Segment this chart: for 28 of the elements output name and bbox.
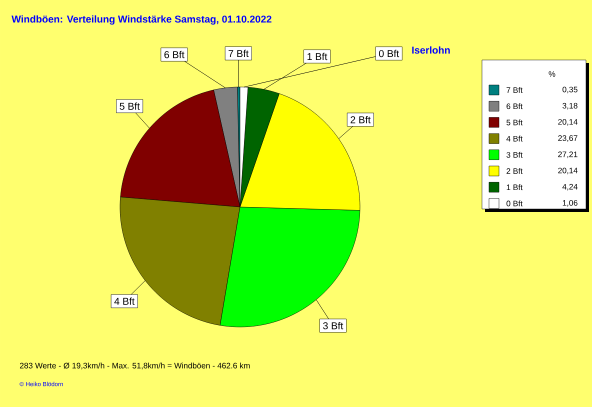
- slice-label: 6 Bft: [164, 50, 184, 58]
- legend-label: 7 Bft: [506, 87, 523, 93]
- data-label: 0,35: [562, 86, 578, 94]
- slice-label: 0 Bft: [378, 50, 400, 58]
- slice-label: 7 Bft: [228, 50, 249, 58]
- text: 283 Werte - Ø 19,3km/h - Max. 51,8km/h = Windböen - 462.6 km: [20, 362, 250, 370]
- legend-label: 3 Bft: [506, 152, 523, 158]
- legend-label: 6 Bft: [506, 103, 523, 110]
- chart-title: Windböen: Verteilung Windstärke Samstag, 01.10.2022: [12, 15, 272, 25]
- legend-label: 0 Bft: [506, 200, 523, 206]
- data-label: 27,21: [558, 151, 578, 158]
- legend-title: %: [548, 71, 556, 77]
- legend-label: 5 Bft: [506, 119, 523, 126]
- data-label: 23,67: [558, 135, 578, 142]
- slice-label: 3 Bft: [323, 322, 344, 330]
- data-label: 4,24: [562, 184, 578, 190]
- legend-label: 2 Bft: [506, 168, 523, 174]
- chart-subtitle: Iserlohn: [412, 46, 450, 54]
- slice-label: 1 Bft: [308, 52, 328, 60]
- slice-label: 4 Bft: [114, 298, 135, 305]
- slice-label: 2 Bft: [350, 116, 371, 124]
- data-label: 20,14: [558, 119, 578, 126]
- slice-label: 5 Bft: [120, 102, 140, 110]
- legend-label: 4 Bft: [506, 136, 523, 142]
- data-label: 3,18: [562, 102, 578, 110]
- legend-label: 1 Bft: [506, 184, 523, 190]
- data-label: 20,14: [558, 168, 578, 174]
- data-label: 1,06: [562, 200, 578, 207]
